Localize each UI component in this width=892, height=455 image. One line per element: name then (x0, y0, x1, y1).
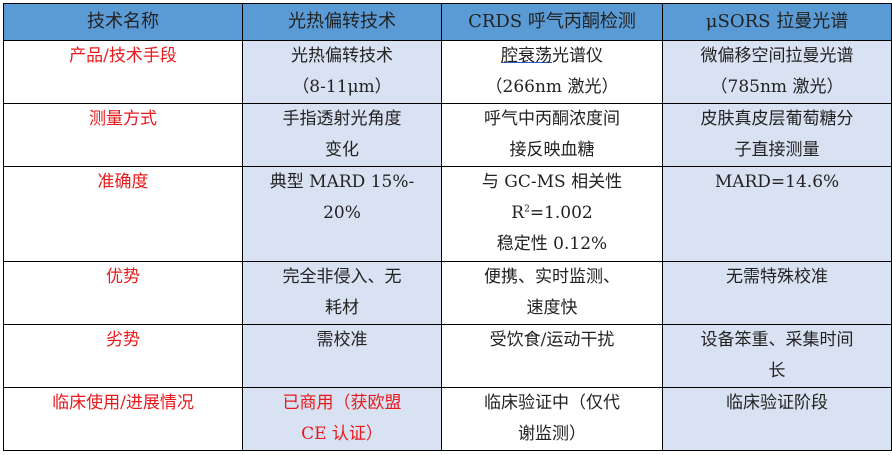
cell-line: 典型 MARD 15%- (269, 172, 415, 192)
table-cell: 腔衰荡光谱仪 （266nm 激光） (441, 40, 663, 104)
row-label: 优势 (3, 261, 243, 325)
table-cell: 已商用（获欧盟 CE 认证） (242, 387, 442, 451)
table-cell: 微偏移空间拉曼光谱 （785nm 激光） (662, 40, 892, 104)
header-cell: 技术名称 (3, 3, 243, 41)
table-row: 测量方式 手指透射光角度 变化 呼气中丙酮浓度间 接反映血糖 皮肤真皮层葡萄糖分 子直… (3, 103, 892, 167)
cell-text: =1.002 (529, 203, 593, 223)
cell-line: 需校准 (316, 330, 368, 350)
row-label: 临床使用/进展情况 (3, 387, 243, 451)
table-cell: 与 GC-MS 相关性 R2=1.002 稳定性 0.12% (441, 166, 663, 262)
table-cell: 呼气中丙酮浓度间 接反映血糖 (441, 103, 663, 167)
cell-text: R (511, 203, 525, 223)
table-row: 临床使用/进展情况 已商用（获欧盟 CE 认证） 临床验证中（仅代 谢监测） 临床验… (3, 387, 892, 451)
cell-line: 20% (323, 203, 361, 223)
table-cell: 手指透射光角度 变化 (242, 103, 442, 167)
cell-line: 呼气中丙酮浓度间 (484, 109, 620, 129)
table-row: 劣势 需校准 受饮食/运动干扰 设备笨重、采集时间长 (3, 324, 892, 388)
table-cell: 光热偏转技术 （8-11μm） (242, 40, 442, 104)
cell-line: 皮肤真皮层葡萄糖分 (700, 109, 854, 129)
cell-line: 设备笨重、采集时间 (700, 330, 854, 350)
cell-line: R2=1.002 (446, 198, 658, 229)
table-cell: 典型 MARD 15%- 20% (242, 166, 442, 262)
cell-line: 受饮食/运动干扰 (489, 330, 615, 350)
table-cell: 受饮食/运动干扰 (441, 324, 663, 388)
table-cell: 临床验证中（仅代 谢监测） (441, 387, 663, 451)
cell-line: 长 (768, 361, 786, 381)
cell-line: 光热偏转技术 (291, 46, 393, 66)
cell-line: 速度快 (526, 298, 578, 318)
cell-line: 临床验证阶段 (726, 393, 828, 413)
table-cell: 需校准 (242, 324, 442, 388)
table-cell: 便携、实时监测、 速度快 (441, 261, 663, 325)
cell-line: 接反映血糖 (509, 140, 595, 160)
cell-line: 微偏移空间拉曼光谱 (700, 46, 854, 66)
cell-line: 与 GC-MS 相关性 (481, 172, 623, 192)
cell-line: （266nm 激光） (485, 77, 619, 97)
table-cell: 皮肤真皮层葡萄糖分 子直接测量 (662, 103, 892, 167)
table-cell: 无需特殊校准 (662, 261, 892, 325)
cell-line: 无需特殊校准 (726, 267, 828, 287)
superscript: 2 (524, 204, 530, 215)
table-row: 产品/技术手段 光热偏转技术 （8-11μm） 腔衰荡光谱仪 （266nm 激光） … (3, 40, 892, 104)
spellcheck-underlined-text: 腔衰荡 (501, 46, 552, 66)
cell-line: 腔衰荡光谱仪 (446, 41, 658, 72)
header-cell: CRDS 呼气丙酮检测 (441, 3, 663, 41)
table-row: 准确度 典型 MARD 15%- 20% 与 GC-MS 相关性 R2=1.002 稳… (3, 166, 892, 262)
cell-line: 谢监测） (518, 424, 586, 444)
row-label: 产品/技术手段 (3, 40, 243, 104)
cell-line: 手指透射光角度 (282, 109, 402, 129)
table-row: 优势 完全非侵入、无 耗材 便携、实时监测、 速度快 无需特殊校准 (3, 261, 892, 325)
row-label: 准确度 (3, 166, 243, 262)
header-row: 技术名称 光热偏转技术 CRDS 呼气丙酮检测 μSORS 拉曼光谱 (3, 3, 892, 41)
cell-line: 子直接测量 (734, 140, 820, 160)
cell-line: 临床验证中（仅代 (484, 393, 620, 413)
cell-line: 耗材 (325, 298, 359, 318)
table-cell: 设备笨重、采集时间长 (662, 324, 892, 388)
comparison-table: 技术名称 光热偏转技术 CRDS 呼气丙酮检测 μSORS 拉曼光谱 产品/技术… (3, 3, 892, 451)
header-cell: 光热偏转技术 (242, 3, 442, 41)
cell-line: （785nm 激光） (710, 77, 844, 97)
cell-line: MARD=14.6% (714, 172, 840, 192)
cell-line: （8-11μm） (292, 77, 392, 97)
table-cell: MARD=14.6% (662, 166, 892, 262)
cell-line: 已商用（获欧盟 (282, 393, 402, 413)
row-label: 劣势 (3, 324, 243, 388)
table-cell: 临床验证阶段 (662, 387, 892, 451)
cell-text: 光谱仪 (552, 46, 603, 66)
cell-line: CE 认证） (301, 424, 383, 444)
cell-line: 稳定性 0.12% (496, 234, 608, 254)
row-label: 测量方式 (3, 103, 243, 167)
cell-line: 完全非侵入、无 (282, 267, 402, 287)
cell-line: 变化 (325, 140, 359, 160)
header-cell: μSORS 拉曼光谱 (662, 3, 892, 41)
cell-line: 便携、实时监测、 (484, 267, 620, 287)
table-cell: 完全非侵入、无 耗材 (242, 261, 442, 325)
